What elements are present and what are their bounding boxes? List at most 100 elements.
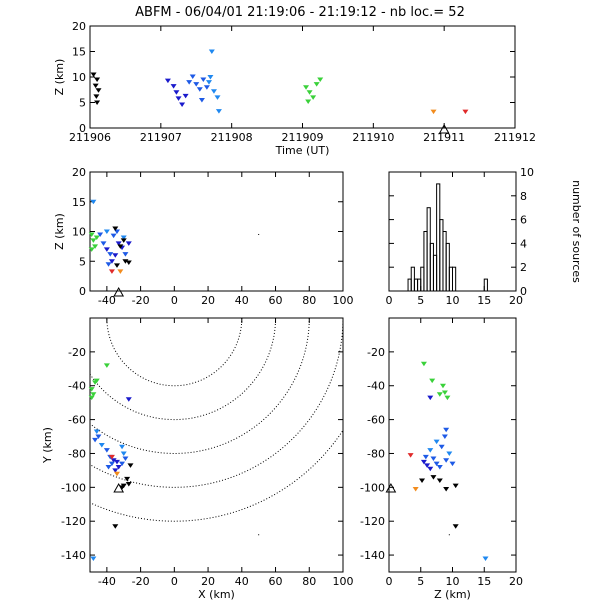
source-point — [103, 448, 110, 453]
y-tick-label: 5 — [79, 97, 86, 110]
source-point — [215, 109, 222, 114]
source-point — [93, 429, 100, 434]
source-point — [196, 87, 203, 92]
source-point — [210, 89, 217, 94]
source-point — [462, 109, 469, 115]
y-tick-label: -120 — [61, 515, 86, 528]
time-height-ylabel: Z (km) — [53, 59, 66, 96]
x-tick-label: 20 — [201, 575, 215, 588]
y-tick-label: -80 — [68, 447, 86, 460]
y-tick-label: -60 — [68, 414, 86, 427]
y-tick-label: 0 — [520, 285, 527, 298]
source-point — [164, 78, 171, 84]
source-point — [127, 463, 134, 468]
figure-title: ABFM - 06/04/01 21:19:06 - 21:19:12 - nb… — [135, 5, 465, 20]
x-tick-label: -40 — [98, 575, 116, 588]
source-point — [422, 454, 429, 460]
source-point — [424, 463, 431, 468]
source-point — [420, 459, 427, 465]
source-point — [317, 77, 324, 83]
source-point — [115, 241, 122, 246]
source-point — [113, 263, 120, 268]
y-tick-label: 5 — [79, 255, 86, 268]
source-point — [305, 99, 312, 104]
source-point — [125, 481, 132, 487]
source-point — [125, 260, 132, 265]
source-point — [189, 74, 196, 79]
source-point — [448, 534, 450, 536]
source-point — [110, 233, 117, 239]
source-point — [436, 392, 443, 397]
source-point — [108, 269, 115, 274]
source-point — [310, 95, 317, 100]
x-tick-label: 10 — [446, 294, 460, 307]
source-point — [98, 443, 105, 448]
source-point — [306, 90, 313, 95]
y-tick-label: 6 — [520, 214, 527, 227]
x-tick-label: 0 — [386, 575, 393, 588]
source-point — [186, 80, 193, 85]
x-tick-label: 20 — [509, 294, 523, 307]
y-tick-label: 2 — [520, 261, 527, 274]
source-point — [103, 363, 110, 368]
source-point — [443, 487, 450, 492]
source-point — [105, 465, 112, 470]
source-point — [93, 235, 100, 240]
x-tick-label: 211907 — [140, 131, 182, 144]
y-tick-label: -20 — [68, 346, 86, 359]
y-tick-label: 10 — [72, 71, 86, 84]
x-tick-label: 15 — [477, 294, 491, 307]
plan-view-ylabel: Y (km) — [41, 427, 54, 464]
source-point — [108, 259, 115, 264]
source-point — [193, 82, 200, 87]
source-point — [303, 85, 310, 90]
source-point — [439, 383, 446, 389]
source-point — [446, 451, 453, 456]
x-tick-label: 100 — [333, 294, 354, 307]
y-tick-label: -40 — [68, 380, 86, 393]
station-triangle-icon — [113, 286, 125, 297]
source-point — [449, 461, 456, 467]
source-point — [214, 95, 221, 100]
y-tick-label: -60 — [367, 414, 385, 427]
source-point — [100, 241, 107, 246]
source-point — [90, 238, 97, 243]
y-tick-label: 20 — [72, 20, 86, 33]
source-point — [124, 476, 131, 482]
source-point — [110, 458, 117, 463]
source-point — [443, 458, 450, 463]
source-point — [93, 378, 100, 384]
source-point — [112, 524, 119, 529]
source-point — [200, 77, 207, 83]
source-point — [122, 259, 129, 264]
range-ring — [90, 429, 343, 522]
y-tick-label: 8 — [520, 190, 527, 203]
source-point — [119, 444, 126, 450]
source-point — [208, 49, 215, 54]
x-tick-label: -20 — [132, 575, 150, 588]
y-tick-label: 0 — [79, 122, 86, 135]
source-point — [125, 241, 132, 246]
x-tick-label: 60 — [269, 575, 283, 588]
range-ring — [90, 318, 277, 421]
x-tick-label: 211911 — [423, 131, 465, 144]
x-tick-label: 10 — [446, 575, 460, 588]
x-tick-label: 211910 — [352, 131, 394, 144]
y-tick-label: 0 — [79, 285, 86, 298]
source-point — [427, 448, 434, 453]
station-triangle-icon — [113, 483, 125, 493]
source-point — [207, 75, 214, 80]
source-point — [452, 483, 459, 489]
source-point — [433, 439, 440, 445]
x-tick-label: 60 — [269, 294, 283, 307]
x-tick-label: 40 — [235, 575, 249, 588]
source-point — [108, 454, 115, 460]
source-point — [420, 361, 427, 367]
y-tick-label: -20 — [367, 346, 385, 359]
source-point — [105, 262, 112, 267]
source-point — [198, 97, 205, 103]
height-y-panel: 0 5 10 15 20 -140 -120 -100 -80 -60 -40 -20 Z (km) — [360, 317, 523, 600]
y-tick-label: 20 — [72, 166, 86, 179]
y-tick-label: -100 — [360, 481, 385, 494]
